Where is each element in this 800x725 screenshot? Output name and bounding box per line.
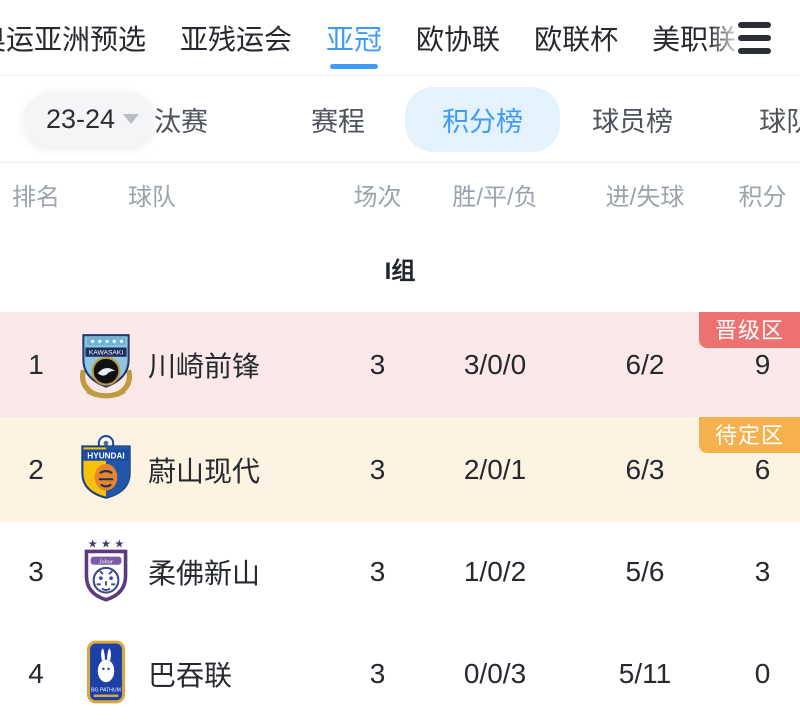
goals-value: 5/6 [625, 556, 665, 587]
table-row[interactable]: 3 ★ ★ ★ Johor 柔佛新山 3 1/0/2 5/6 3 [0, 522, 800, 622]
team-name: 川崎前锋 [148, 350, 261, 382]
wdl-value: 0/0/3 [463, 657, 527, 689]
top-nav-item[interactable]: 欧协联 [416, 23, 501, 55]
dropdown-arrow-icon [123, 114, 140, 124]
subnav-tab[interactable]: 球员榜 [592, 106, 674, 137]
zone-badge: 晋级区 [698, 312, 800, 348]
team-logo: ★ ★ ★ Johor [72, 536, 140, 608]
table-row[interactable]: 1 KAWASAKI 川崎前锋 3 3/0/0 6/2 9 晋级区 [0, 312, 800, 417]
team-name: 柔佛新山 [148, 558, 261, 589]
johor-darul-tazim-crest: ★ ★ ★ Johor [84, 538, 128, 602]
team-name: 蔚山现代 [148, 455, 261, 487]
played-value: 3 [369, 657, 386, 689]
rank-value: 1 [28, 348, 44, 380]
zone-badge: 待定区 [698, 417, 800, 453]
played-value: 3 [369, 556, 386, 587]
svg-text:KAWASAKI: KAWASAKI [89, 349, 124, 356]
header-points: 积分 [738, 183, 787, 211]
subnav-tab-active[interactable]: 积分榜 [405, 86, 561, 152]
svg-text:BG PATHUM: BG PATHUM [91, 687, 121, 693]
header-team: 球队 [128, 183, 176, 211]
kawasaki-frontale-crest: KAWASAKI [80, 333, 132, 398]
points-value: 6 [754, 453, 771, 485]
wdl-value: 1/0/2 [463, 556, 527, 587]
team-logo: KAWASAKI [72, 329, 140, 401]
goals-value: 5/11 [618, 657, 672, 689]
team-logo: HYUNDAI [72, 434, 140, 506]
standings-rows: 1 KAWASAKI 川崎前锋 3 3/0/0 6/2 9 晋级区 2 HYUN… [0, 312, 800, 725]
table-header-row: 排名 球队 场次 胜/平/负 进/失球 积分 [0, 163, 800, 225]
points-value: 3 [754, 556, 771, 587]
goals-value: 6/2 [625, 348, 665, 380]
bg-pathum-united-crest: BG PATHUM [86, 640, 126, 703]
rank-value: 2 [28, 453, 44, 485]
subnav-tab[interactable]: 赛程 [311, 106, 366, 137]
ulsan-hyundai-crest: HYUNDAI [81, 434, 131, 499]
rank-value: 3 [28, 556, 44, 587]
header-rank: 排名 [12, 183, 60, 211]
header-goals: 进/失球 [605, 183, 685, 211]
season-selector-label: 23-24 [46, 103, 116, 134]
group-title: I组 [384, 258, 416, 285]
season-selector[interactable]: 23-24 [24, 92, 156, 146]
points-value: 9 [754, 348, 771, 380]
points-value: 0 [754, 657, 771, 689]
svg-text:Johor: Johor [99, 559, 114, 565]
svg-text:HYUNDAI: HYUNDAI [87, 451, 124, 460]
table-row[interactable]: 4 BG PATHUM 巴吞联 3 0/0/3 5/11 0 [0, 622, 800, 725]
top-nav: 奥运亚洲预选 亚残运会 亚冠 欧协联 欧联杯 美职联 [0, 0, 800, 76]
wdl-value: 3/0/0 [463, 348, 527, 380]
header-wdl: 胜/平/负 [452, 183, 538, 211]
top-nav-item[interactable]: 亚残运会 [180, 23, 293, 55]
table-row[interactable]: 2 HYUNDAI 蔚山现代 3 2/0/1 6/3 6 待定区 [0, 417, 800, 522]
team-logo: BG PATHUM [72, 638, 140, 710]
wdl-value: 2/0/1 [463, 453, 527, 485]
top-nav-item[interactable]: 欧联杯 [534, 23, 619, 55]
goals-value: 6/3 [625, 453, 665, 485]
top-nav-item-active[interactable]: 亚冠 [326, 18, 382, 58]
hamburger-menu-icon[interactable] [732, 16, 777, 60]
played-value: 3 [369, 348, 386, 380]
subnav-tab[interactable]: 球队榜 [759, 106, 800, 137]
menu-fade-area [708, 0, 800, 75]
team-name: 巴吞联 [148, 659, 233, 691]
top-nav-item[interactable]: 奥运亚洲预选 [0, 23, 147, 55]
svg-text:★ ★ ★: ★ ★ ★ [88, 538, 125, 550]
rank-value: 4 [28, 657, 44, 689]
sub-nav: 23-24 淘汰赛 赛程 积分榜 球员榜 球队榜 [0, 76, 800, 163]
played-value: 3 [369, 453, 386, 485]
header-played: 场次 [353, 183, 402, 211]
